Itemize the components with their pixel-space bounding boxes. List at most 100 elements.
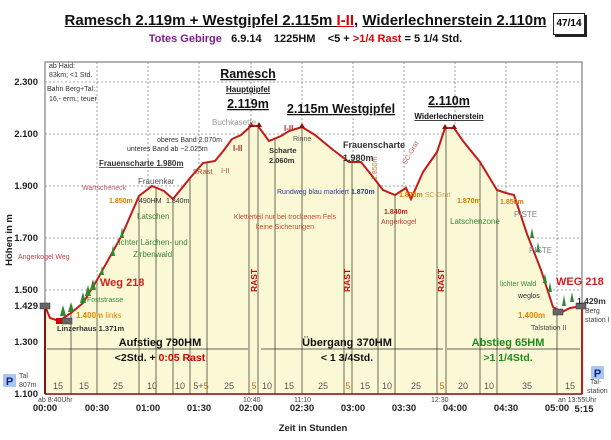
svg-text:1.429: 1.429 [14,301,38,312]
svg-text:15: 15 [79,381,89,391]
svg-text:RAST: RAST [342,268,352,292]
svg-text:Übergang 370HM: Übergang 370HM [302,336,392,349]
svg-text:10: 10 [484,381,494,391]
segment-lines [70,126,558,394]
svg-text:00:00: 00:00 [33,403,57,414]
svg-text:5: 5 [439,381,444,391]
svg-text:Buchkasette: Buchkasette [212,118,257,127]
svg-text:Frauenscharte: Frauenscharte [343,140,405,150]
svg-text:10: 10 [262,381,272,391]
svg-text:25: 25 [411,381,421,391]
clock-annotations: ab 8:40Uhr 10:40 11:10 12:30 an 13:55Uhr [38,397,597,404]
svg-text:Frauenscharte 1.980m: Frauenscharte 1.980m [99,159,184,168]
svg-text:2.119m: 2.119m [227,97,269,111]
svg-text:P: P [594,368,601,380]
svg-text:Foststrasse: Foststrasse [87,297,123,304]
svg-text:12:30: 12:30 [431,397,449,404]
peak-labels: Ramesch Hauptgipfel 2.119m 2.115m Westgi… [220,67,484,121]
svg-text:Linzerhaus 1.371m: Linzerhaus 1.371m [57,324,124,333]
svg-text:Angerkogel Weg: Angerkogel Weg [18,254,70,261]
svg-text:15: 15 [284,381,294,391]
chart-title: Ramesch 2.119m + Westgipfel 2.115m I-II,… [0,12,611,29]
svg-text:1.429m: 1.429m [577,296,606,306]
svg-text:2.060m: 2.060m [269,156,295,165]
hut-marker [56,318,62,324]
svg-text:25: 25 [318,381,328,391]
svg-text:< 1 3/4Std.: < 1 3/4Std. [321,352,373,364]
svg-text:1.400m links: 1.400m links [76,311,121,320]
svg-text:11:10: 11:10 [294,397,311,404]
date-label: 6.9.14 [231,33,262,45]
svg-text:1.500: 1.500 [14,285,38,296]
svg-text:Rinne: Rinne [293,136,311,143]
rest-labels: RAST RAST RAST [249,268,446,292]
tour-number-badge: 47/14 [553,13,585,35]
region-label: Totes Gebirge [148,33,222,45]
svg-text:1.870m: 1.870m [457,198,481,205]
svg-text:I-II: I-II [221,166,230,175]
svg-text:03:00: 03:00 [341,403,365,414]
svg-text:Widerlechnerstein: Widerlechnerstein [414,112,483,121]
section-labels: Aufstieg 790HM <2Std. + 0:05 Rast Überga… [115,336,545,364]
svg-text:20: 20 [458,381,468,391]
svg-text:04:00: 04:00 [443,403,467,414]
svg-text:Tal-: Tal- [590,379,602,386]
svg-text:RAST: RAST [436,268,446,292]
svg-text:lichter Wald: lichter Wald [500,281,536,288]
notes: ab Haid: 83km; <1 Std. Bahn Berg+Tal: 16,-… [18,63,610,395]
svg-text:15: 15 [565,381,575,391]
svg-text:02:30: 02:30 [290,403,314,414]
svg-text:1.400m: 1.400m [518,311,545,320]
svg-text:Latschenzone: Latschenzone [450,217,500,226]
svg-text:25: 25 [224,381,234,391]
svg-text:station I: station I [585,317,610,324]
svg-text:Ramesch: Ramesch [220,67,276,81]
svg-text:10: 10 [382,381,392,391]
svg-text:16,- erm.; teuer: 16,- erm.; teuer [49,96,98,103]
svg-text:5+5: 5+5 [193,381,208,391]
svg-text:83km; <1 Std.: 83km; <1 Std. [49,72,92,79]
svg-text:an 13:55Uhr: an 13:55Uhr [558,397,597,404]
svg-text:P: P [6,376,13,388]
x-axis-ticks: 00:00 00:30 01:00 01:30 02:00 02:30 03:00 03… [33,403,594,415]
svg-text:ab 8:40Uhr: ab 8:40Uhr [38,397,73,404]
svg-text:1.840m: 1.840m [166,198,190,205]
title-main: Ramesch 2.119m + Westgipfel 2.115m [64,12,337,29]
x-axis-label: Zeit in Stunden [279,423,348,434]
elevation-line [44,125,583,323]
svg-text:04:30: 04:30 [494,403,518,414]
title-grade: I-II [336,12,355,29]
svg-text:I-II: I-II [233,144,242,153]
elevation-gain-label: 1225HM [273,33,316,45]
svg-text:35: 35 [522,381,532,391]
duration-suffix: = 5 1/4 Std. [401,33,463,45]
svg-text:I-II: I-II [284,124,293,133]
svg-text:2.100: 2.100 [14,129,38,140]
svg-text:Rundweg blau markiert 1.870m: Rundweg blau markiert 1.870m [277,189,375,196]
svg-text:1.100: 1.100 [14,389,38,400]
svg-text:05:00: 05:00 [545,403,569,414]
svg-text:PISTE: PISTE [529,246,552,255]
svg-text:1.840m: 1.840m [384,209,408,216]
svg-text:Angerkogel: Angerkogel [381,219,417,226]
tree-icons [60,227,574,316]
segment-durations: 15 15 25 10 10 5+5 25 5 10 15 25 5 15 10 25 5 20… [53,381,575,391]
y-axis-label: Höhen in m [4,214,15,266]
svg-text:station: station [587,388,608,395]
parking-icons: P P [3,366,604,388]
svg-text:WEG 218: WEG 218 [556,276,604,288]
svg-text:unteres Band ab ~2.025m: unteres Band ab ~2.025m [127,146,208,153]
svg-text:lichter Lärchen- und: lichter Lärchen- und [117,238,188,247]
svg-text:15: 15 [53,381,63,391]
title-peak: Widerlechnerstein 2.110m [362,12,547,29]
svg-text:RAST: RAST [249,268,259,292]
svg-text:1.850m: 1.850m [500,199,524,206]
svg-text:00:30: 00:30 [85,403,109,414]
svg-text:PISTE: PISTE [514,210,537,219]
y-axis-ticks: 2.300 2.100 1.900 1.700 1.500 1.429 1.300 1.… [14,77,38,400]
svg-text:Zirbenwald: Zirbenwald [133,250,172,259]
svg-text:Aufstieg 790HM: Aufstieg 790HM [119,337,202,349]
svg-text:03:30: 03:30 [392,403,416,414]
svg-text:Frauenkar: Frauenkar [138,177,175,186]
